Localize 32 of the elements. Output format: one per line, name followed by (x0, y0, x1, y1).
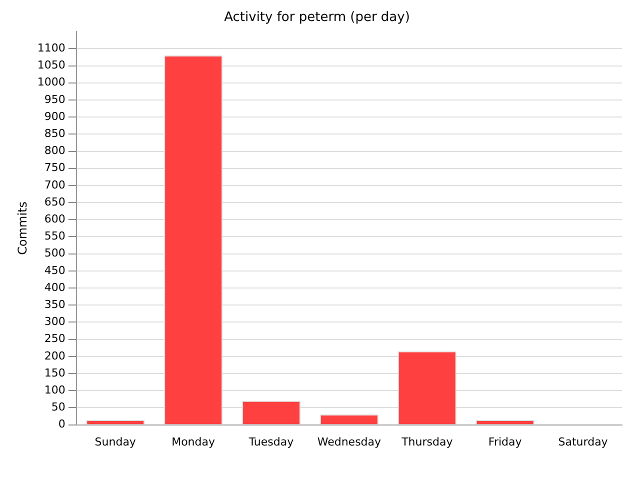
chart-title: Activity for peterm (per day) (224, 10, 410, 26)
y-tick-label: 100 (44, 383, 66, 396)
y-tick-label: 200 (44, 349, 66, 362)
y-tick-label: 500 (44, 246, 66, 260)
y-tick-label: 900 (44, 110, 66, 123)
y-tick-label: 950 (44, 92, 66, 106)
y-tick-label: 250 (44, 332, 66, 346)
y-tick-label: 450 (44, 264, 66, 277)
y-tick-label: 400 (44, 280, 66, 294)
y-tick-label: 550 (44, 230, 66, 243)
y-tick-label: 1000 (37, 76, 66, 89)
y-tick-label: 150 (44, 366, 66, 380)
x-tick-label: Monday (172, 435, 216, 448)
y-tick-label: 650 (44, 195, 66, 208)
y-tick-label: 600 (44, 212, 66, 226)
y-tick-label: 850 (44, 127, 66, 140)
y-tick-label: 1100 (37, 42, 66, 55)
y-tick-label: 700 (44, 178, 66, 192)
y-tick-label: 0 (58, 418, 66, 431)
x-tick-label: Thursday (400, 435, 454, 448)
x-tick-label: Friday (488, 435, 522, 448)
x-tick-label: Wednesday (317, 435, 382, 448)
y-tick-label: 1050 (37, 58, 66, 72)
y-tick-label: 50 (51, 400, 66, 414)
y-tick-label: 800 (44, 144, 66, 158)
x-tick-label: Saturday (558, 435, 608, 448)
x-tick-label: Sunday (94, 435, 136, 448)
y-axis-title: Commits (15, 202, 30, 255)
x-tick-label: Tuesday (248, 435, 294, 448)
y-tick-label: 750 (44, 161, 66, 174)
y-tick-label: 350 (44, 298, 66, 311)
y-tick-label: 300 (44, 315, 66, 328)
